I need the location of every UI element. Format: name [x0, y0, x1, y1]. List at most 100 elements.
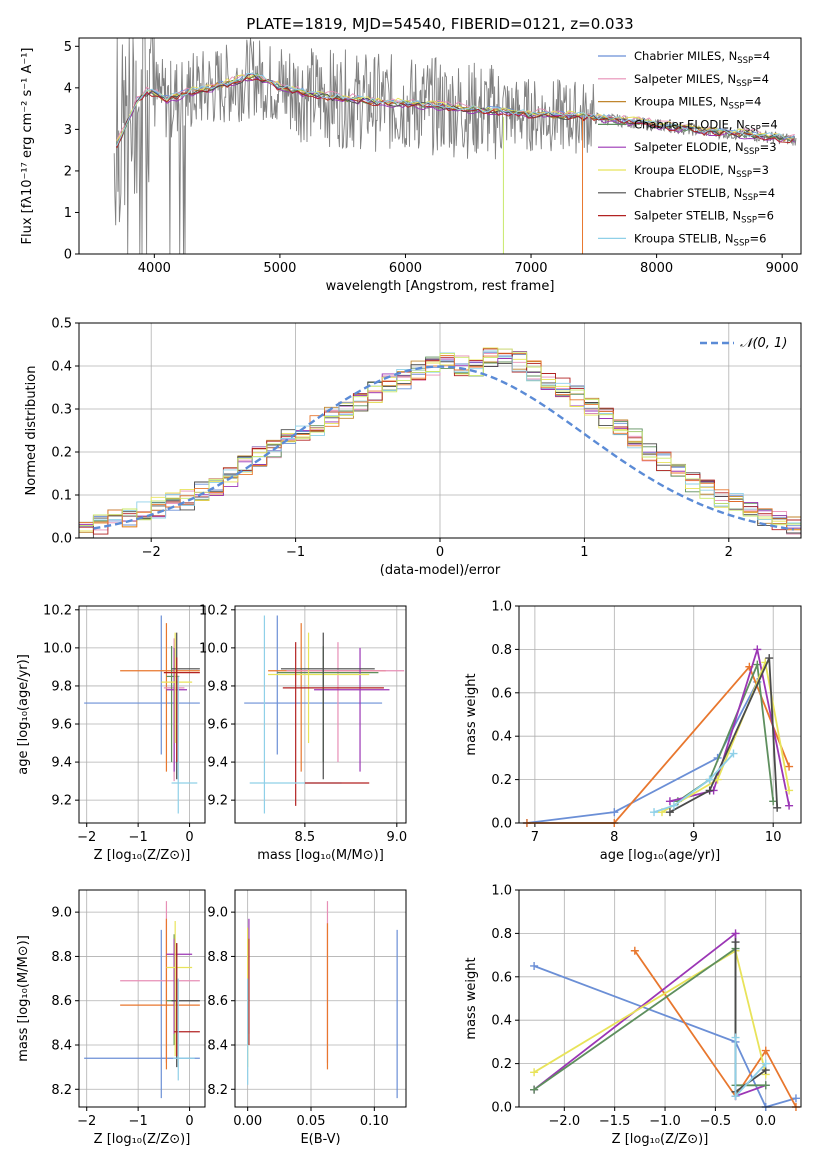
y-tick-label: 0.8 [491, 927, 512, 942]
x-tick-label: −1 [129, 830, 148, 845]
legend-label: Chabrier MILES, NSSP=4 [634, 49, 770, 66]
x-tick-label: −2.0 [549, 1114, 581, 1129]
mass-weight-line [669, 657, 779, 813]
panel-mass_vs_Z: −2 −1 0 8.2 8.4 8.6 8.8 9.0 Z [log₁₀(Z/Z⊙)] mass … [16, 889, 206, 1147]
y-tick-label: 10.0 [43, 641, 72, 656]
figure-title: PLATE=1819, MJD=54540, FIBERID=0121, z=0… [246, 15, 633, 33]
x-tick-label: 9.0 [386, 830, 407, 845]
x-tick-label: 0 [436, 545, 444, 560]
y-tick-label: 0.1 [51, 489, 72, 504]
x-tick-label: 2 [725, 545, 733, 560]
x-axis-label: E(B-V) [300, 1132, 340, 1147]
x-tick-label: 10 [765, 830, 782, 845]
x-tick-label: 7000 [514, 261, 547, 276]
panel-age_vs_Z: −2 −1 0 9.2 9.4 9.6 9.8 10.0 10.2 Z [log₁₀(Z/Z⊙)]… [16, 603, 206, 863]
y-tick-label: 8.4 [207, 1039, 228, 1054]
x-tick-label: −1 [129, 1114, 148, 1129]
y-tick-label: 8.8 [207, 950, 228, 965]
mass-weight-line [533, 946, 766, 1091]
y-tick-label: 8.2 [207, 1083, 228, 1098]
y-tick-label: 1.0 [491, 600, 512, 615]
y-tick-label: 1.0 [491, 884, 512, 899]
y-tick-label: 3 [64, 123, 72, 138]
y-axis-label: Flux [fλ10⁻¹⁷ erg cm⁻² s⁻¹ A⁻¹] [20, 48, 35, 245]
x-tick-label: 7 [531, 830, 539, 845]
legend-label: Salpeter MILES, NSSP=4 [634, 72, 769, 89]
axes-frame [78, 605, 206, 824]
y-tick-label: 0.5 [51, 317, 72, 332]
panel-spectrum: 4000 5000 6000 7000 8000 9000 0 1 2 3 4 5 wavelength… [20, 37, 802, 294]
y-tick-label: 0.6 [491, 970, 512, 985]
mass-weight-point [731, 929, 740, 938]
panel-age_vs_mass: 8.5 9.0 9.2 9.4 9.6 9.8 10.0 10.2 mass [log₁₀(M/… [199, 603, 407, 863]
x-tick-label: 1 [580, 545, 588, 560]
mass-weight-point [530, 1068, 539, 1077]
x-tick-label: −2 [77, 1114, 96, 1129]
x-tick-label: 0.05 [297, 1114, 326, 1129]
mass-weight-point [669, 801, 678, 810]
mass-weight-point [785, 801, 794, 810]
mass-weight-point [665, 808, 674, 817]
x-axis-label: age [log₁₀(age/yr)] [600, 848, 721, 863]
model-spectrum-line [116, 72, 795, 148]
mass-weight-line [653, 752, 735, 813]
x-tick-label: 8 [610, 830, 618, 845]
x-axis-label: Z [log₁₀(Z/Z⊙)] [94, 848, 191, 863]
y-tick-label: 9.8 [207, 679, 228, 694]
axes-frame [518, 605, 802, 824]
mass-weight-point [665, 797, 674, 806]
y-axis-label: mass [log₁₀(M/M⊙)] [16, 935, 31, 1062]
panel-massweight_vs_Z: −2.0 −1.5 −1.0 −0.5 0.0 0.0 0.2 0.4 0.6 0.8 1.0 Z [… [464, 884, 802, 1147]
x-tick-label: −2 [77, 830, 96, 845]
mass-weight-point [705, 786, 714, 795]
y-tick-label: 0.0 [51, 532, 72, 547]
axes-frame [78, 889, 206, 1108]
mass-weight-point [761, 1059, 770, 1068]
mass-weight-point [630, 946, 639, 955]
mass-weight-line [526, 665, 790, 824]
chart-panels: 4000 5000 6000 7000 8000 9000012345wavelength… [16, 37, 802, 1147]
legend-label: Kroupa STELIB, NSSP=6 [634, 231, 766, 248]
mass-weight-line [634, 950, 797, 1108]
axes-frame [234, 605, 407, 824]
y-tick-label: 9.2 [51, 794, 72, 809]
y-axis-label: Normed distribution [24, 366, 39, 496]
y-tick-label: 9.2 [207, 794, 228, 809]
x-tick-label: 8000 [640, 261, 673, 276]
x-tick-label: 5000 [263, 261, 296, 276]
y-axis-label: mass weight [464, 957, 479, 1039]
y-tick-label: 0.2 [51, 446, 72, 461]
x-axis-label: Z [log₁₀(Z/Z⊙)] [612, 1132, 709, 1147]
y-axis-label: mass weight [464, 673, 479, 755]
legend-label: Kroupa ELODIE, NSSP=3 [634, 163, 769, 180]
y-tick-label: 9.4 [51, 756, 72, 771]
mass-weight-point [773, 803, 782, 812]
legend-label: Chabrier ELODIE, NSSP=4 [634, 117, 778, 134]
mass-weight-point [530, 961, 539, 970]
x-tick-label: 8.5 [295, 830, 316, 845]
mass-weight-point [731, 1092, 740, 1101]
panel-mass_vs_ebv: 0.00 0.05 0.10 8.2 8.4 8.6 8.8 9.0 E(B-V) [207, 889, 407, 1147]
x-tick-label: 9000 [766, 261, 799, 276]
mass-weight-line [533, 931, 767, 1098]
panel-residuals: −2 −1 0 1 2 0.0 0.1 0.2 0.3 0.4 0.5 (data-model)/er… [24, 317, 802, 578]
y-tick-label: 10.2 [43, 603, 72, 618]
x-tick-label: 6000 [389, 261, 422, 276]
mass-weight-point [785, 762, 794, 771]
x-axis-label: mass [log₁₀(M/M⊙)] [257, 848, 384, 863]
x-axis-label: Z [log₁₀(Z/Z⊙)] [94, 1132, 191, 1147]
y-axis-label: age [log₁₀(age/yr)] [16, 654, 31, 775]
panel-massweight_vs_age: 7 8 9 10 0.0 0.2 0.4 0.6 0.8 1.0 age [log₁₀(age/yr… [464, 600, 802, 863]
mass-weight-point [530, 1085, 539, 1094]
y-tick-label: 0.0 [491, 1101, 512, 1116]
model-spectrum-line [116, 74, 795, 141]
legend-label: Salpeter ELODIE, NSSP=3 [634, 140, 777, 157]
mass-weight-point [705, 775, 714, 784]
y-tick-label: 4 [64, 81, 72, 96]
mass-weight-point [729, 749, 738, 758]
x-tick-label: −1.5 [599, 1114, 631, 1129]
mass-weight-point [731, 938, 740, 947]
x-tick-label: 0 [185, 830, 193, 845]
y-tick-label: 0.6 [491, 686, 512, 701]
